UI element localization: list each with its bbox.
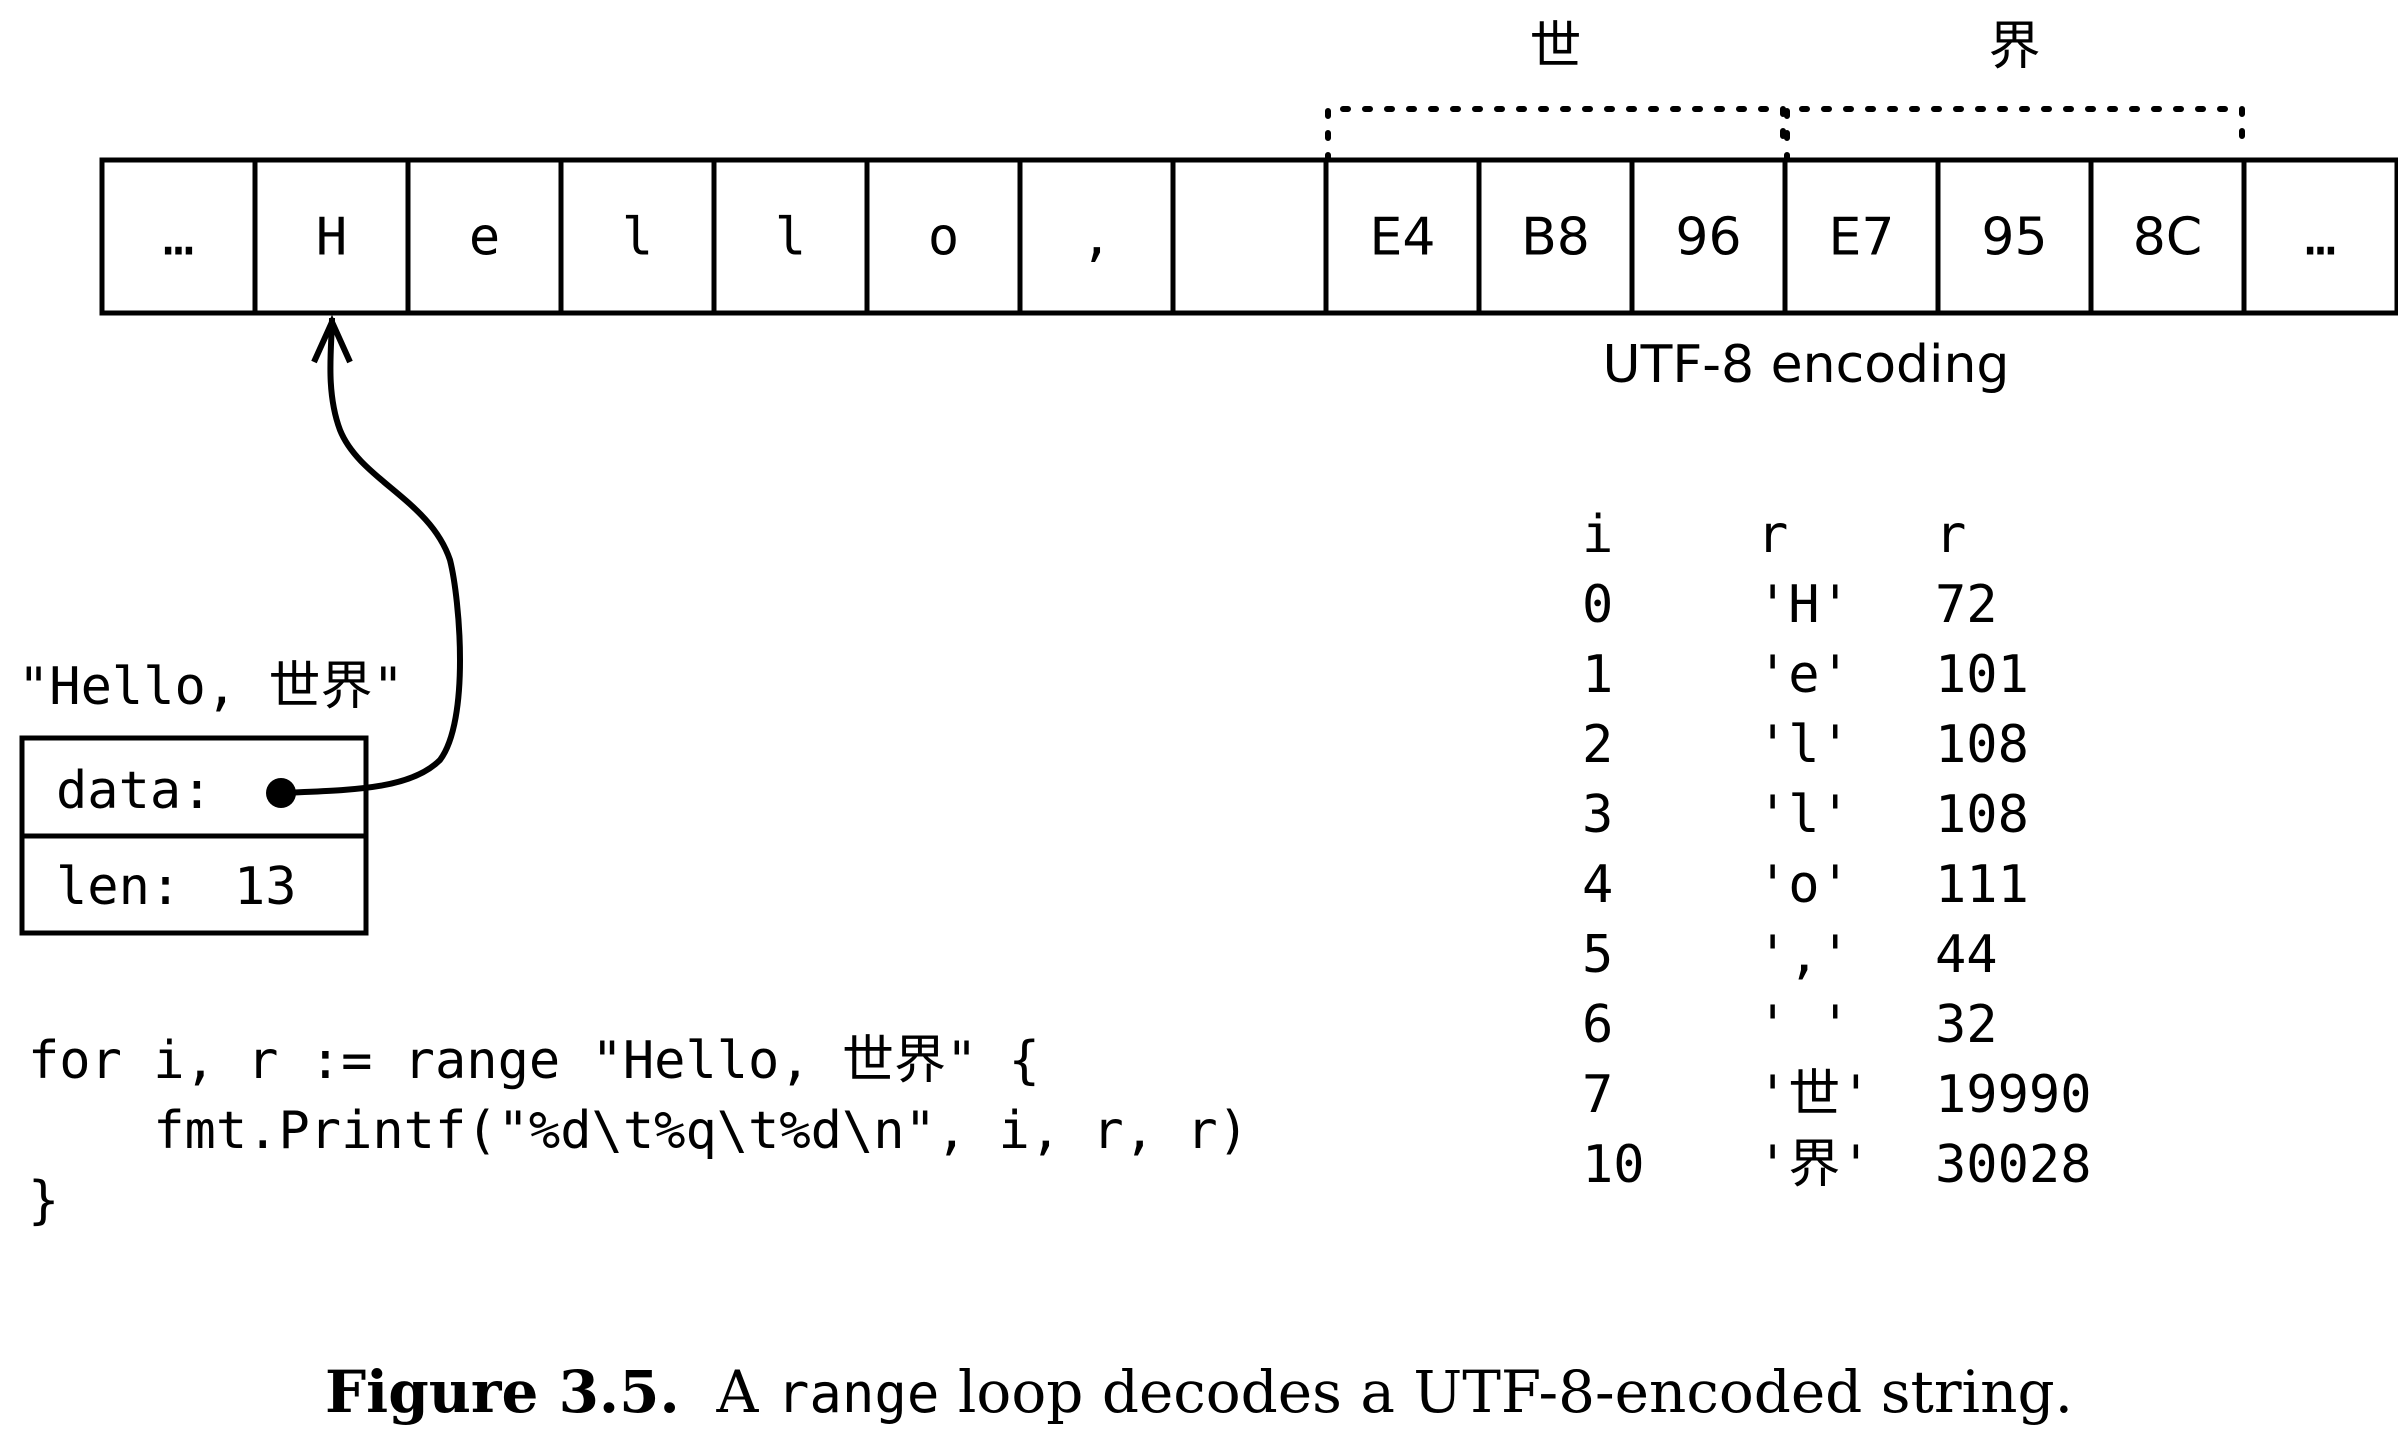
table-cell: 6 xyxy=(1582,995,1613,1055)
caption-number: Figure 3.5. xyxy=(325,1358,680,1426)
string-literal-label: "Hello, 世界" xyxy=(18,657,404,717)
caption-code-word: range xyxy=(777,1362,940,1425)
string-header-box xyxy=(19,735,369,936)
byte-cell-label: , xyxy=(1081,208,1112,268)
table-cell: 1 xyxy=(1582,645,1613,705)
table-cell: 101 xyxy=(1935,645,2029,705)
table-cell: ' ' xyxy=(1757,995,1851,1055)
table-cell: 7 xyxy=(1582,1065,1613,1125)
group-bracket xyxy=(1784,106,2245,163)
table-cell: 32 xyxy=(1935,995,1998,1055)
code-line: } xyxy=(28,1171,59,1231)
byte-cell xyxy=(711,157,870,316)
table-cell: 'e' xyxy=(1757,645,1851,705)
table-cell: 10 xyxy=(1582,1135,1645,1195)
byte-cell-label: … xyxy=(2305,208,2336,268)
table-cell: 5 xyxy=(1582,925,1613,985)
byte-cell xyxy=(99,157,258,316)
table-cell: 0 xyxy=(1582,575,1613,635)
data-field-label: data: xyxy=(56,761,213,821)
byte-cell-label: … xyxy=(163,208,194,268)
byte-cell-label: 96 xyxy=(1675,208,1741,268)
byte-cell xyxy=(1170,157,1329,316)
len-field-label: len: xyxy=(56,857,181,917)
table-header: i xyxy=(1582,505,1613,565)
byte-cell-label: l xyxy=(622,208,653,268)
code-line: fmt.Printf("%d\t%q\t%d\n", i, r, r) xyxy=(28,1101,1249,1161)
table-cell: 'o' xyxy=(1757,855,1851,915)
table-cell: 19990 xyxy=(1935,1065,2092,1125)
pointer-arrow xyxy=(280,317,463,796)
table-cell: 'l' xyxy=(1757,715,1851,775)
table-cell: 'H' xyxy=(1757,575,1851,635)
pointer-dot xyxy=(266,778,296,808)
byte-cell xyxy=(2088,157,2247,316)
byte-cell-label: H xyxy=(316,208,347,268)
byte-cell xyxy=(1476,157,1635,316)
arrow-head-icon xyxy=(311,314,353,364)
group-bracket xyxy=(1325,106,1786,163)
encoding-label: UTF-8 encoding xyxy=(1603,335,2010,395)
table-cell: 2 xyxy=(1582,715,1613,775)
caption-text-a: A xyxy=(716,1358,777,1426)
byte-cell xyxy=(1935,157,2094,316)
byte-cell xyxy=(405,157,564,316)
group-char-label: 界 xyxy=(1988,17,2040,77)
len-field-value: 13 xyxy=(234,857,297,917)
byte-group-brackets: 世界 xyxy=(1325,17,2245,163)
table-cell: '世' xyxy=(1757,1065,1872,1125)
byte-cell xyxy=(864,157,1023,316)
table-cell: 'l' xyxy=(1757,785,1851,845)
byte-cell-label: E4 xyxy=(1370,208,1436,268)
byte-cell-label: E7 xyxy=(1829,208,1895,268)
byte-cell xyxy=(252,157,411,316)
table-cell: 3 xyxy=(1582,785,1613,845)
group-char-label: 世 xyxy=(1529,17,1581,77)
byte-cell-label: 95 xyxy=(1981,208,2047,268)
byte-cell-label: o xyxy=(928,208,959,268)
byte-cell-label: 8C xyxy=(2133,208,2202,268)
byte-cell-label: l xyxy=(775,208,806,268)
table-cell: 30028 xyxy=(1935,1135,2092,1195)
table-cell: 44 xyxy=(1935,925,1998,985)
output-table: i r r 0 'H' 72 1 'e' 101 2 'l' 108 3 'l' 108 4 'o' 111 5 ',… xyxy=(1582,505,2092,1195)
table-header: r xyxy=(1757,505,1788,565)
table-cell: 108 xyxy=(1935,715,2029,775)
table-cell: ',' xyxy=(1757,925,1851,985)
table-cell: 111 xyxy=(1935,855,2029,915)
byte-cell xyxy=(2241,157,2398,316)
code-line: for i, r := range "Hello, 世界" { xyxy=(28,1031,1040,1091)
table-cell: 4 xyxy=(1582,855,1613,915)
code-block: for i, r := range "Hello, 世界" { fmt.Prin… xyxy=(28,1031,1249,1231)
figure-caption: Figure 3.5. A range loop decodes a UTF-8… xyxy=(325,1358,2073,1426)
table-cell: 72 xyxy=(1935,575,1998,635)
byte-cell xyxy=(1629,157,1788,316)
byte-cell xyxy=(1323,157,1482,316)
caption-text-after: loop decodes a UTF-8-encoded string. xyxy=(939,1358,2073,1426)
byte-cell-label: B8 xyxy=(1521,208,1590,268)
byte-cell xyxy=(1017,157,1176,316)
table-cell: 108 xyxy=(1935,785,2029,845)
byte-cell-label: e xyxy=(469,208,500,268)
table-header: r xyxy=(1935,505,1966,565)
table-cell: '界' xyxy=(1757,1135,1872,1195)
caption-text-before xyxy=(680,1358,717,1426)
